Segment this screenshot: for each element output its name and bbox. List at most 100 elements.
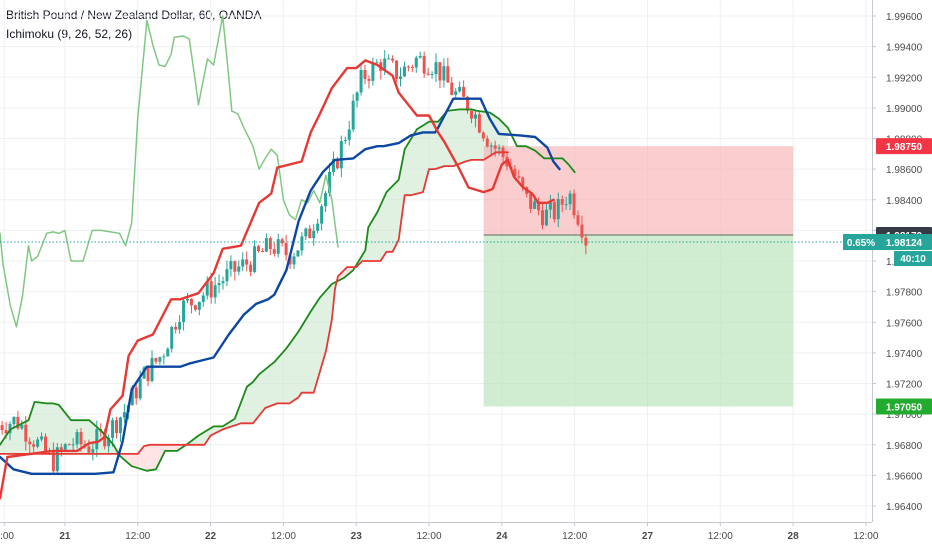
- stop-price-tag: 1.98750: [876, 138, 932, 155]
- candle-up: [355, 92, 359, 101]
- candle-up: [339, 141, 343, 169]
- take-profit-zone: [483, 234, 794, 407]
- candle-up: [347, 129, 351, 140]
- price-tick-label: 1.99000: [886, 104, 923, 115]
- current-price-tag: 1.98124: [876, 234, 932, 251]
- candle-up: [316, 223, 320, 231]
- candle-down: [16, 417, 20, 429]
- pct-change-text: 0.65%: [847, 238, 875, 249]
- candle-down: [537, 201, 541, 211]
- candle-up: [237, 266, 241, 272]
- candle-up: [292, 256, 296, 265]
- price-tick-label: 1.96400: [886, 502, 923, 513]
- price-tick-label: 1.97600: [886, 318, 923, 329]
- candle-down: [446, 66, 450, 83]
- candle-down: [521, 177, 525, 188]
- stop-price-tag-text: 1.98750: [886, 142, 923, 153]
- candle-down: [560, 199, 564, 205]
- price-tick-label: 1.99600: [886, 12, 923, 23]
- target-price-tag: 1.97050: [876, 398, 932, 415]
- candle-down: [209, 281, 213, 298]
- candle-down: [477, 114, 481, 133]
- price-tick-label: 1.99200: [886, 73, 923, 84]
- price-axis-background: [872, 0, 932, 550]
- candle-up: [186, 298, 190, 301]
- candle-down: [529, 193, 533, 209]
- lagging-span-line: [0, 15, 339, 328]
- candle-up: [296, 250, 300, 257]
- candle-up: [122, 412, 126, 418]
- candle-up: [343, 139, 347, 142]
- candle-down: [284, 243, 288, 256]
- time-tick-label: 12:00: [417, 531, 442, 542]
- time-tick-label: 23: [351, 531, 363, 542]
- candle-up: [253, 246, 257, 272]
- candle-down: [24, 424, 28, 442]
- candle-down: [174, 326, 178, 330]
- candle-down: [103, 431, 107, 447]
- candle-down: [363, 70, 367, 79]
- candle-up: [473, 114, 477, 119]
- candle-up: [158, 357, 162, 362]
- candle-up: [328, 171, 332, 194]
- current-price-tag-box: [876, 234, 932, 251]
- candle-down: [79, 432, 83, 445]
- price-tick-label: 1.97800: [886, 288, 923, 299]
- candle-down: [154, 358, 158, 362]
- candle-up: [75, 432, 79, 445]
- target-price-tag-text: 1.97050: [886, 402, 923, 413]
- candle-down: [115, 420, 119, 434]
- chart-title: British Pound / New Zealand Dollar, 60, …: [6, 8, 262, 22]
- candle-down: [28, 441, 32, 445]
- candle-up: [351, 100, 355, 130]
- candle-up: [331, 158, 335, 172]
- candle-up: [118, 417, 122, 434]
- candle-up: [458, 86, 462, 92]
- candle-up: [213, 285, 217, 298]
- time-axis-background: [0, 522, 932, 550]
- candle-down: [272, 249, 276, 254]
- candle-up: [414, 57, 418, 68]
- candle-up: [170, 326, 174, 349]
- candle-up: [312, 230, 316, 239]
- candle-up: [166, 348, 170, 357]
- candle-down: [260, 251, 264, 253]
- candle-down: [450, 82, 454, 95]
- time-tick-label: 2:00: [0, 531, 14, 542]
- candle-down: [189, 298, 193, 306]
- cloud-bearish: [337, 267, 355, 282]
- conversion-line: [0, 59, 555, 500]
- candle-up: [12, 417, 16, 425]
- candle-up: [387, 58, 391, 60]
- candle-up: [430, 74, 434, 76]
- candles: [0, 50, 588, 474]
- candle-down: [462, 86, 466, 97]
- candle-up: [95, 429, 99, 450]
- candle-up: [454, 91, 458, 95]
- candle-up: [178, 322, 182, 330]
- candle-down: [513, 168, 517, 177]
- candle-up: [434, 62, 438, 75]
- candle-up: [304, 228, 308, 237]
- candle-up: [399, 76, 403, 80]
- candle-down: [335, 158, 339, 169]
- candle-down: [395, 60, 399, 80]
- candle-up: [442, 66, 446, 81]
- candle-down: [134, 387, 138, 399]
- candle-down: [268, 238, 272, 250]
- candle-up: [201, 295, 205, 302]
- candle-up: [162, 356, 166, 358]
- candle-down: [540, 210, 544, 226]
- stop-loss-zone: [483, 146, 794, 235]
- candle-up: [489, 145, 493, 147]
- candle-down: [481, 132, 485, 139]
- candle-down: [572, 193, 576, 216]
- candle-down: [87, 446, 91, 453]
- time-tick-label: 12:00: [271, 531, 296, 542]
- indicator-legend: Ichimoku (9, 26, 52, 26): [6, 27, 133, 41]
- candle-up: [107, 437, 111, 447]
- candle-up: [497, 147, 501, 149]
- candle-up: [418, 56, 422, 58]
